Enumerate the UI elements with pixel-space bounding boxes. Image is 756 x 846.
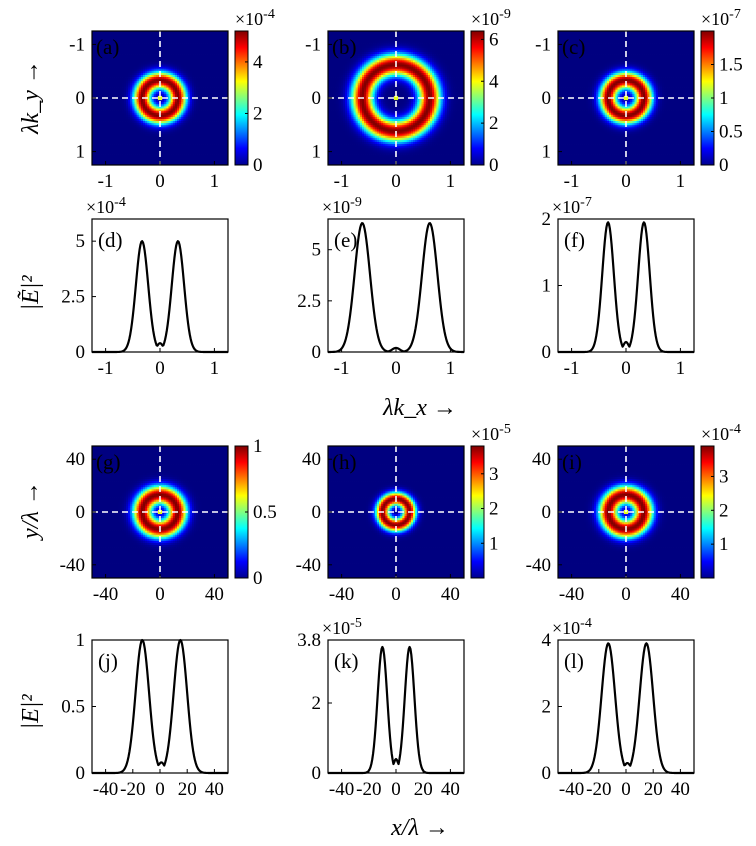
- colorbar: [235, 31, 248, 165]
- panel-label: (a): [96, 35, 119, 59]
- panel-a: -1 0 1 -1 0 1 (a) 0 2 4 ×10-4: [69, 7, 275, 192]
- y-tick-label: -1: [69, 34, 85, 55]
- y-tick-label: 0: [76, 88, 86, 109]
- colorbar-tick-label: 4: [253, 52, 263, 73]
- colorbar-tick-label: 0: [253, 155, 263, 176]
- exponent-label: ×10-4: [235, 7, 275, 29]
- x-tick-label: 0: [155, 171, 165, 192]
- x-tick-label: -1: [98, 171, 114, 192]
- x-tick-label: 1: [210, 171, 220, 192]
- y-tick-label: 1: [76, 142, 86, 163]
- colorbar-tick-label: 2: [253, 103, 263, 124]
